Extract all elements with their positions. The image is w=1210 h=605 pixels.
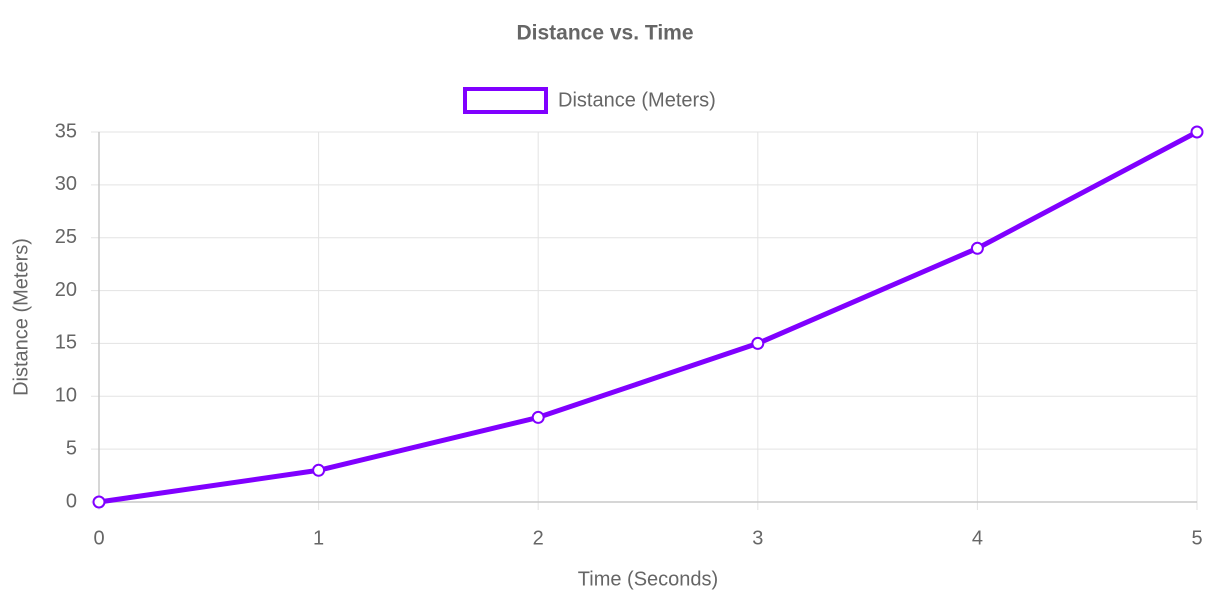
x-tick-label: 5 (1191, 527, 1202, 549)
y-tick-label: 15 (55, 332, 77, 354)
chart-title: Distance vs. Time (516, 22, 693, 45)
x-tick-label: 1 (313, 527, 324, 549)
x-tick-label: 4 (972, 527, 983, 549)
x-tick-label: 2 (533, 527, 544, 549)
x-axis-label: Time (Seconds) (578, 568, 718, 590)
y-tick-label: 5 (66, 437, 77, 459)
data-line (98, 129, 1199, 505)
y-tick-label: 35 (55, 120, 77, 142)
y-tick-label: 25 (55, 226, 77, 248)
x-tick-label: 3 (752, 527, 763, 549)
x-tick-label: 0 (93, 527, 104, 549)
y-tick-label: 30 (55, 173, 77, 195)
y-tick-label: 0 (66, 490, 77, 512)
y-axis-label: Distance (Meters) (10, 238, 32, 396)
data-point (751, 336, 765, 350)
data-point (1190, 125, 1204, 139)
y-tick-label: 10 (55, 385, 77, 407)
data-point (970, 241, 984, 255)
legend-label: Distance (Meters) (558, 89, 716, 111)
y-tick-label: 20 (55, 279, 77, 301)
data-point (531, 410, 545, 424)
data-point (92, 495, 106, 509)
legend-swatch (463, 87, 548, 114)
data-point (312, 463, 326, 477)
